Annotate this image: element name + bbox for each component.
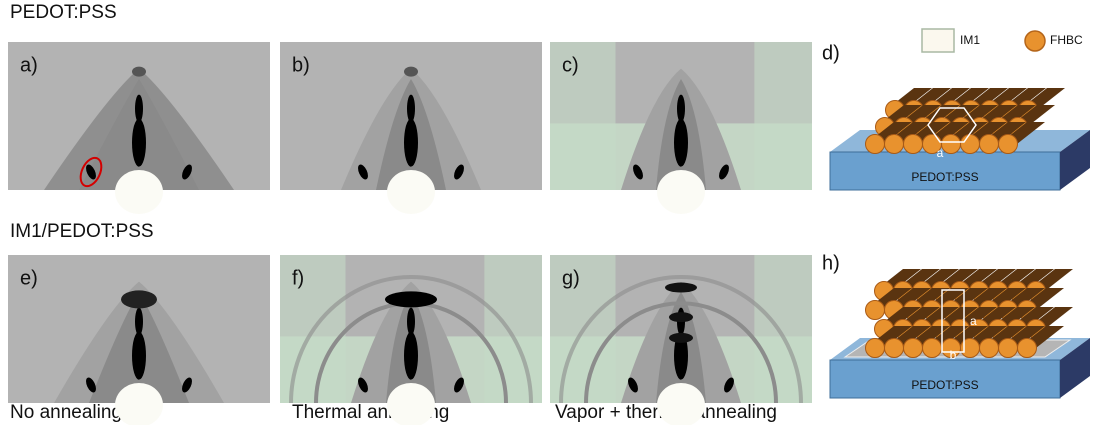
axis-label: a bbox=[937, 146, 944, 160]
row-title: IM1/PEDOT:PSS bbox=[10, 221, 154, 242]
cylinder-end bbox=[980, 135, 999, 154]
streak bbox=[674, 119, 688, 167]
panel-label: g) bbox=[562, 267, 580, 289]
beamstop bbox=[657, 383, 705, 425]
schematic: d) PEDOT:PSS a bbox=[822, 42, 1090, 190]
spot bbox=[404, 67, 418, 77]
panel-label: d) bbox=[822, 42, 840, 64]
cylinder-end bbox=[999, 339, 1018, 358]
pattern-panel: g) bbox=[550, 255, 812, 425]
cylinder-end bbox=[866, 339, 885, 358]
substrate-label: PEDOT:PSS bbox=[911, 170, 978, 184]
cylinder-end bbox=[904, 135, 923, 154]
streak bbox=[135, 308, 143, 336]
panel-label: c) bbox=[562, 54, 579, 76]
cylinder-end bbox=[923, 339, 942, 358]
cylinder-end bbox=[980, 339, 999, 358]
streak bbox=[132, 119, 146, 167]
figure: PEDOT:PSS IM1/PEDOT:PSS No annealing The… bbox=[0, 0, 1102, 425]
spot bbox=[132, 67, 146, 77]
cylinder-end bbox=[942, 135, 961, 154]
cylinder-end bbox=[1018, 339, 1037, 358]
beamstop bbox=[657, 170, 705, 214]
cylinder-end bbox=[999, 135, 1018, 154]
tint bbox=[550, 42, 616, 190]
legend-label: IM1 bbox=[960, 33, 980, 47]
streak bbox=[677, 95, 685, 123]
panel-label: h) bbox=[822, 252, 840, 274]
legend-label: FHBC bbox=[1050, 33, 1083, 47]
streak bbox=[135, 95, 143, 123]
pattern-panel: f) bbox=[280, 255, 542, 425]
panel-label: e) bbox=[20, 267, 38, 289]
streak bbox=[407, 308, 415, 336]
tint bbox=[754, 255, 812, 403]
cylinder-end bbox=[866, 135, 885, 154]
spot bbox=[669, 333, 693, 343]
streak bbox=[407, 95, 415, 123]
streak bbox=[404, 332, 418, 380]
spot bbox=[121, 290, 157, 308]
streak bbox=[132, 332, 146, 380]
beamstop bbox=[387, 170, 435, 214]
cylinder-end bbox=[961, 135, 980, 154]
beamstop bbox=[387, 383, 435, 425]
pattern-panel: a) bbox=[8, 42, 270, 214]
spot bbox=[665, 283, 697, 293]
cylinder-end bbox=[866, 301, 885, 320]
spot bbox=[385, 291, 437, 307]
beamstop bbox=[115, 170, 163, 214]
cylinder-end bbox=[904, 339, 923, 358]
beamstop bbox=[115, 383, 163, 425]
spot bbox=[669, 312, 693, 322]
panel-label: a) bbox=[20, 54, 38, 76]
pattern-panel: b) bbox=[280, 42, 542, 214]
legend-swatch bbox=[922, 29, 954, 52]
streak bbox=[404, 119, 418, 167]
caption: No annealing bbox=[10, 402, 122, 423]
cylinder-end bbox=[885, 339, 904, 358]
legend-swatch bbox=[1025, 31, 1045, 51]
cylinder-end bbox=[885, 135, 904, 154]
tint bbox=[754, 42, 812, 190]
pattern-panel: c) bbox=[550, 42, 812, 214]
tint bbox=[484, 255, 542, 403]
row-title: PEDOT:PSS bbox=[10, 2, 117, 23]
schematic: h) PEDOT:PSS a b bbox=[822, 252, 1090, 398]
axis-label: b bbox=[950, 348, 957, 362]
pattern-panel: e) bbox=[8, 255, 270, 425]
axis-label: a bbox=[970, 314, 977, 328]
substrate-label: PEDOT:PSS bbox=[911, 378, 978, 392]
panel-label: f) bbox=[292, 267, 304, 289]
panel-label: b) bbox=[292, 54, 310, 76]
